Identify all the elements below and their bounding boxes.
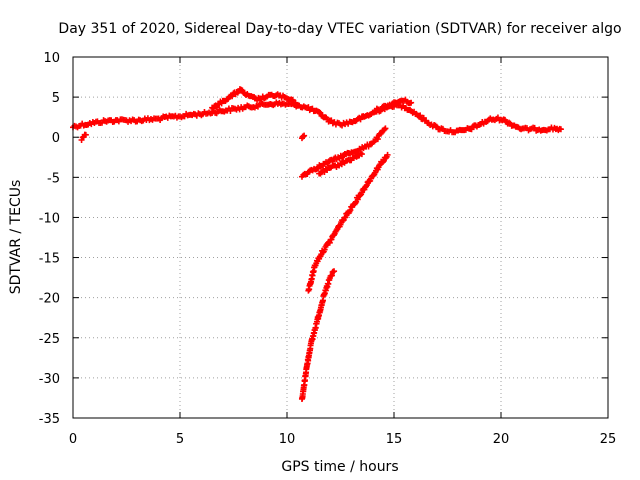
data-point <box>382 125 389 132</box>
data-point <box>408 99 415 106</box>
y-tick-label: -30 <box>39 372 60 387</box>
y-tick-label: 5 <box>52 91 60 106</box>
x-tick-label: 5 <box>176 432 184 447</box>
x-tick-labels: 0 5 10 15 20 25 <box>69 432 616 447</box>
plot-frame <box>72 56 609 419</box>
y-tick-label: -35 <box>39 412 60 427</box>
data-point <box>384 151 391 158</box>
series-mid-right-arc <box>373 96 415 114</box>
data-point <box>417 112 424 119</box>
data-point <box>328 236 335 243</box>
data-point <box>374 136 381 143</box>
data-point <box>358 151 365 158</box>
x-tick-label: 20 <box>493 432 510 447</box>
y-tick-label: -25 <box>39 332 60 347</box>
y-tick-label: -20 <box>39 292 60 307</box>
data-point <box>317 109 324 116</box>
data-point <box>363 183 370 190</box>
x-tick-label: 0 <box>69 432 77 447</box>
y-tick-label: -5 <box>47 171 60 186</box>
data-point <box>377 130 384 137</box>
series-upper-arc <box>209 86 299 112</box>
data-point <box>316 108 323 115</box>
data-point <box>363 182 370 189</box>
data-point <box>381 126 388 133</box>
data-point <box>301 132 308 139</box>
data-point <box>557 126 564 133</box>
series-recovery-curve <box>305 151 391 294</box>
series-steep-drop <box>298 268 338 402</box>
data-points <box>70 86 564 402</box>
data-point <box>354 196 361 203</box>
data-point <box>342 214 349 221</box>
data-point <box>326 239 333 246</box>
data-point <box>292 99 299 106</box>
y-tick-label: 0 <box>52 131 60 146</box>
data-point <box>379 158 386 165</box>
x-tick-label: 25 <box>600 432 617 447</box>
series-descending-band <box>298 125 389 180</box>
y-tick-label: -15 <box>39 252 60 267</box>
axis-ticks <box>72 56 609 419</box>
chart-title: Day 351 of 2020, Sidereal Day-to-day VTE… <box>58 21 621 37</box>
y-tick-labels: 10 5 0 -5 -10 -15 -20 -25 -30 -35 <box>39 51 60 427</box>
y-tick-label: 10 <box>43 51 60 66</box>
x-tick-label: 15 <box>386 432 403 447</box>
series-lower-band <box>316 150 365 177</box>
data-point <box>82 131 89 138</box>
y-axis-label: SDTVAR / TECUs <box>8 180 24 295</box>
series-small-mark-0.4 <box>78 131 89 144</box>
series-small-mark-10.7 <box>298 132 308 142</box>
x-axis-label: GPS time / hours <box>281 459 398 475</box>
data-point <box>376 162 383 169</box>
y-tick-label: -10 <box>39 211 60 226</box>
x-tick-label: 10 <box>279 432 296 447</box>
data-point <box>331 268 338 275</box>
